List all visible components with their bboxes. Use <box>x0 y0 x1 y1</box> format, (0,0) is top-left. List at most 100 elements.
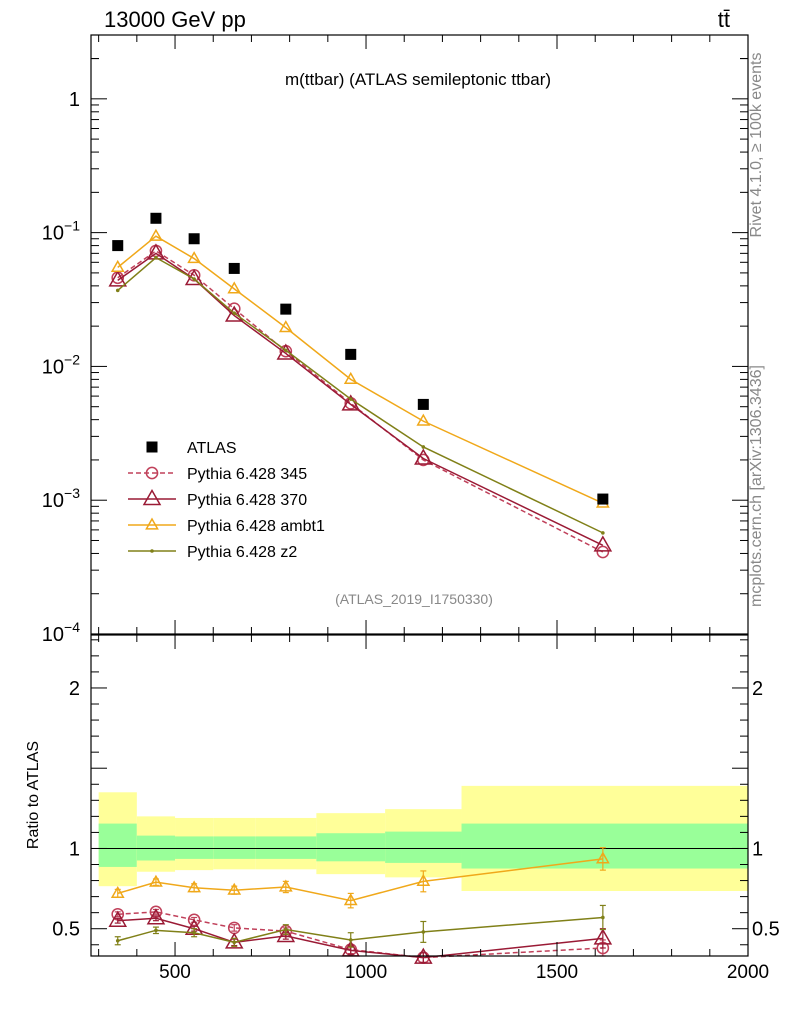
data-point <box>149 228 163 241</box>
data-point <box>348 397 353 401</box>
data-point <box>593 535 613 552</box>
data-point <box>343 893 358 906</box>
legend-entry: Pythia 6.428 ambt1 <box>128 517 325 535</box>
legend-label: ATLAS <box>187 440 237 457</box>
ratio-panel: 500 1000 1500 2000 2 2 1 1 0.5 0.5 <box>52 634 780 983</box>
data-point <box>145 466 159 480</box>
data-point <box>232 311 237 315</box>
data-point <box>593 928 613 945</box>
data-point <box>596 545 610 559</box>
data-point <box>232 940 237 945</box>
x-axis: 500 1000 1500 2000 <box>98 635 769 983</box>
ratio-series-3 <box>114 904 606 948</box>
ratio-series-2 <box>110 847 610 909</box>
data-point <box>154 255 158 260</box>
data-point <box>187 251 202 264</box>
series-3 <box>115 255 605 535</box>
data-point <box>276 343 296 360</box>
y-axis-main: 110−110−210−310−4 <box>42 34 748 646</box>
series-line <box>117 252 604 547</box>
data-point <box>414 448 433 465</box>
data-point <box>146 441 158 453</box>
data-point <box>154 928 158 933</box>
legend-label: Pythia 6.428 345 <box>187 466 307 483</box>
atlas-data <box>112 212 609 505</box>
ratio-inner-band <box>461 823 748 869</box>
data-point <box>421 445 426 449</box>
ratio-inner-band <box>175 836 214 859</box>
data-point <box>145 517 159 530</box>
data-point <box>110 259 125 272</box>
legend-entry-atlas: ATLAS <box>146 440 237 457</box>
y-tick-exponent: −1 <box>64 218 80 234</box>
y-tick-exponent: −3 <box>64 485 80 501</box>
data-point <box>150 212 162 224</box>
legend-label: Pythia 6.428 370 <box>187 492 307 509</box>
x-tick-label: 1000 <box>345 962 387 983</box>
x-tick-label: 2000 <box>727 962 769 983</box>
data-point <box>417 398 429 410</box>
data-point <box>601 915 605 920</box>
data-point <box>276 925 296 943</box>
main-frame <box>90 34 749 635</box>
ratio-inner-band <box>316 833 386 862</box>
data-point <box>278 320 293 333</box>
data-point <box>150 549 154 553</box>
y-tick-exponent: −4 <box>64 619 80 635</box>
series-2 <box>110 228 610 508</box>
data-point <box>110 885 125 899</box>
data-point <box>278 879 293 892</box>
ratio-inner-band <box>255 836 317 859</box>
y-axis-ratio: 2 2 1 1 0.5 0.5 <box>52 639 780 946</box>
data-point <box>149 874 163 887</box>
data-point <box>146 908 166 925</box>
legend-entry: Pythia 6.428 z2 <box>128 544 297 561</box>
y-tick-label: 10−3 <box>42 485 80 512</box>
y-tick-label-right: 0.5 <box>752 919 780 941</box>
ratio-series-line <box>117 858 603 902</box>
data-point <box>597 493 609 505</box>
data-point <box>228 262 240 274</box>
y-tick-label: 10−1 <box>42 218 80 245</box>
data-point <box>142 488 162 506</box>
header-right: tt̄ <box>718 7 730 32</box>
y-tick-label-right: 1 <box>752 838 763 860</box>
header-left: 13000 GeV pp <box>104 7 246 32</box>
data-point <box>280 303 292 315</box>
data-point <box>192 930 196 935</box>
x-tick-label: 1500 <box>536 962 578 983</box>
data-point <box>284 927 288 932</box>
data-point <box>348 938 353 942</box>
legend-label: Pythia 6.428 z2 <box>187 544 297 561</box>
ratio-y-label: Ratio to ATLAS <box>25 741 42 849</box>
chart-title: m(ttbar) (ATLAS semileptonic ttbar) <box>285 70 551 89</box>
ratio-inner-band <box>98 823 137 867</box>
legend-label: Pythia 6.428 ambt1 <box>187 518 325 535</box>
ratio-inner-band <box>385 831 462 863</box>
data-point <box>341 394 361 411</box>
data-point <box>227 882 242 895</box>
legend-entry: Pythia 6.428 345 <box>128 466 307 483</box>
series-line <box>117 250 604 553</box>
legend: ATLAS Pythia 6.428 345 Pythia 6.428 370 Pyt… <box>128 440 325 561</box>
legend-entry: Pythia 6.428 370 <box>128 488 307 509</box>
series-line <box>117 256 604 534</box>
y-tick-label: 1 <box>69 89 80 111</box>
ratio-frame <box>90 634 749 957</box>
ratio-inner-band <box>213 836 256 859</box>
data-point <box>108 910 128 927</box>
data-point <box>115 938 120 943</box>
watermark: (ATLAS_2019_I1750330) <box>335 591 493 607</box>
data-point <box>595 851 610 864</box>
data-point <box>112 240 124 252</box>
data-point <box>416 413 431 426</box>
x-tick-label: 500 <box>159 962 191 983</box>
ratio-series-line <box>117 916 603 944</box>
side-text-bottom: mcplots.cern.ch [arXiv:1306.3436] <box>748 365 765 607</box>
data-point <box>345 348 357 360</box>
side-text-top: Rivet 4.1.0, ≥ 100k events <box>748 53 765 238</box>
data-point <box>421 930 426 934</box>
data-point <box>227 281 242 294</box>
data-point <box>343 371 358 384</box>
